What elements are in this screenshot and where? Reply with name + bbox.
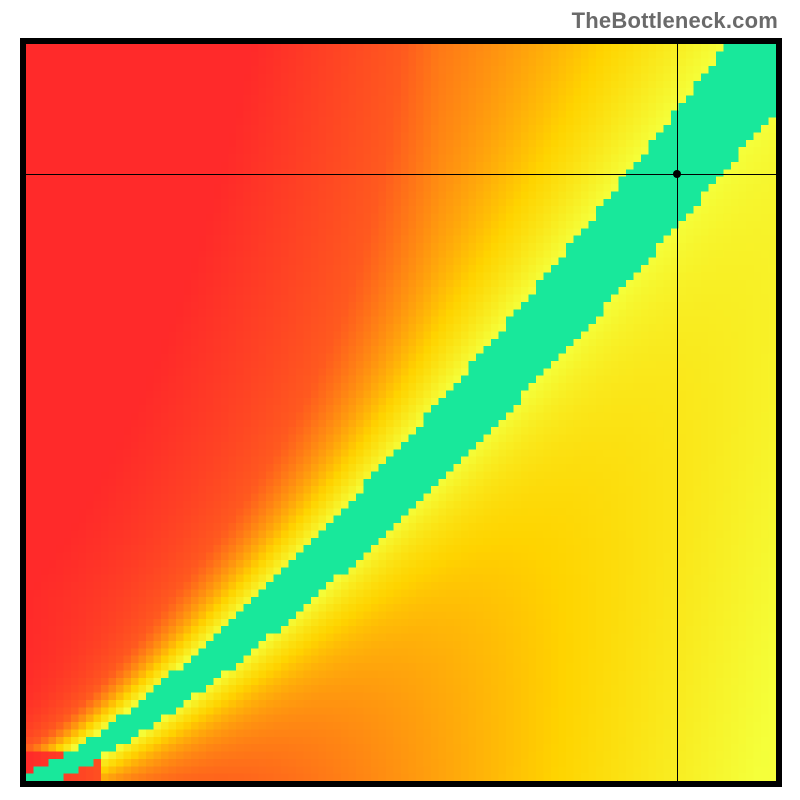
heatmap-canvas: [26, 44, 776, 781]
crosshair-vertical: [677, 44, 678, 781]
crosshair-horizontal: [26, 174, 776, 175]
crosshair-marker-dot: [673, 170, 681, 178]
watermark-text: TheBottleneck.com: [572, 8, 778, 34]
